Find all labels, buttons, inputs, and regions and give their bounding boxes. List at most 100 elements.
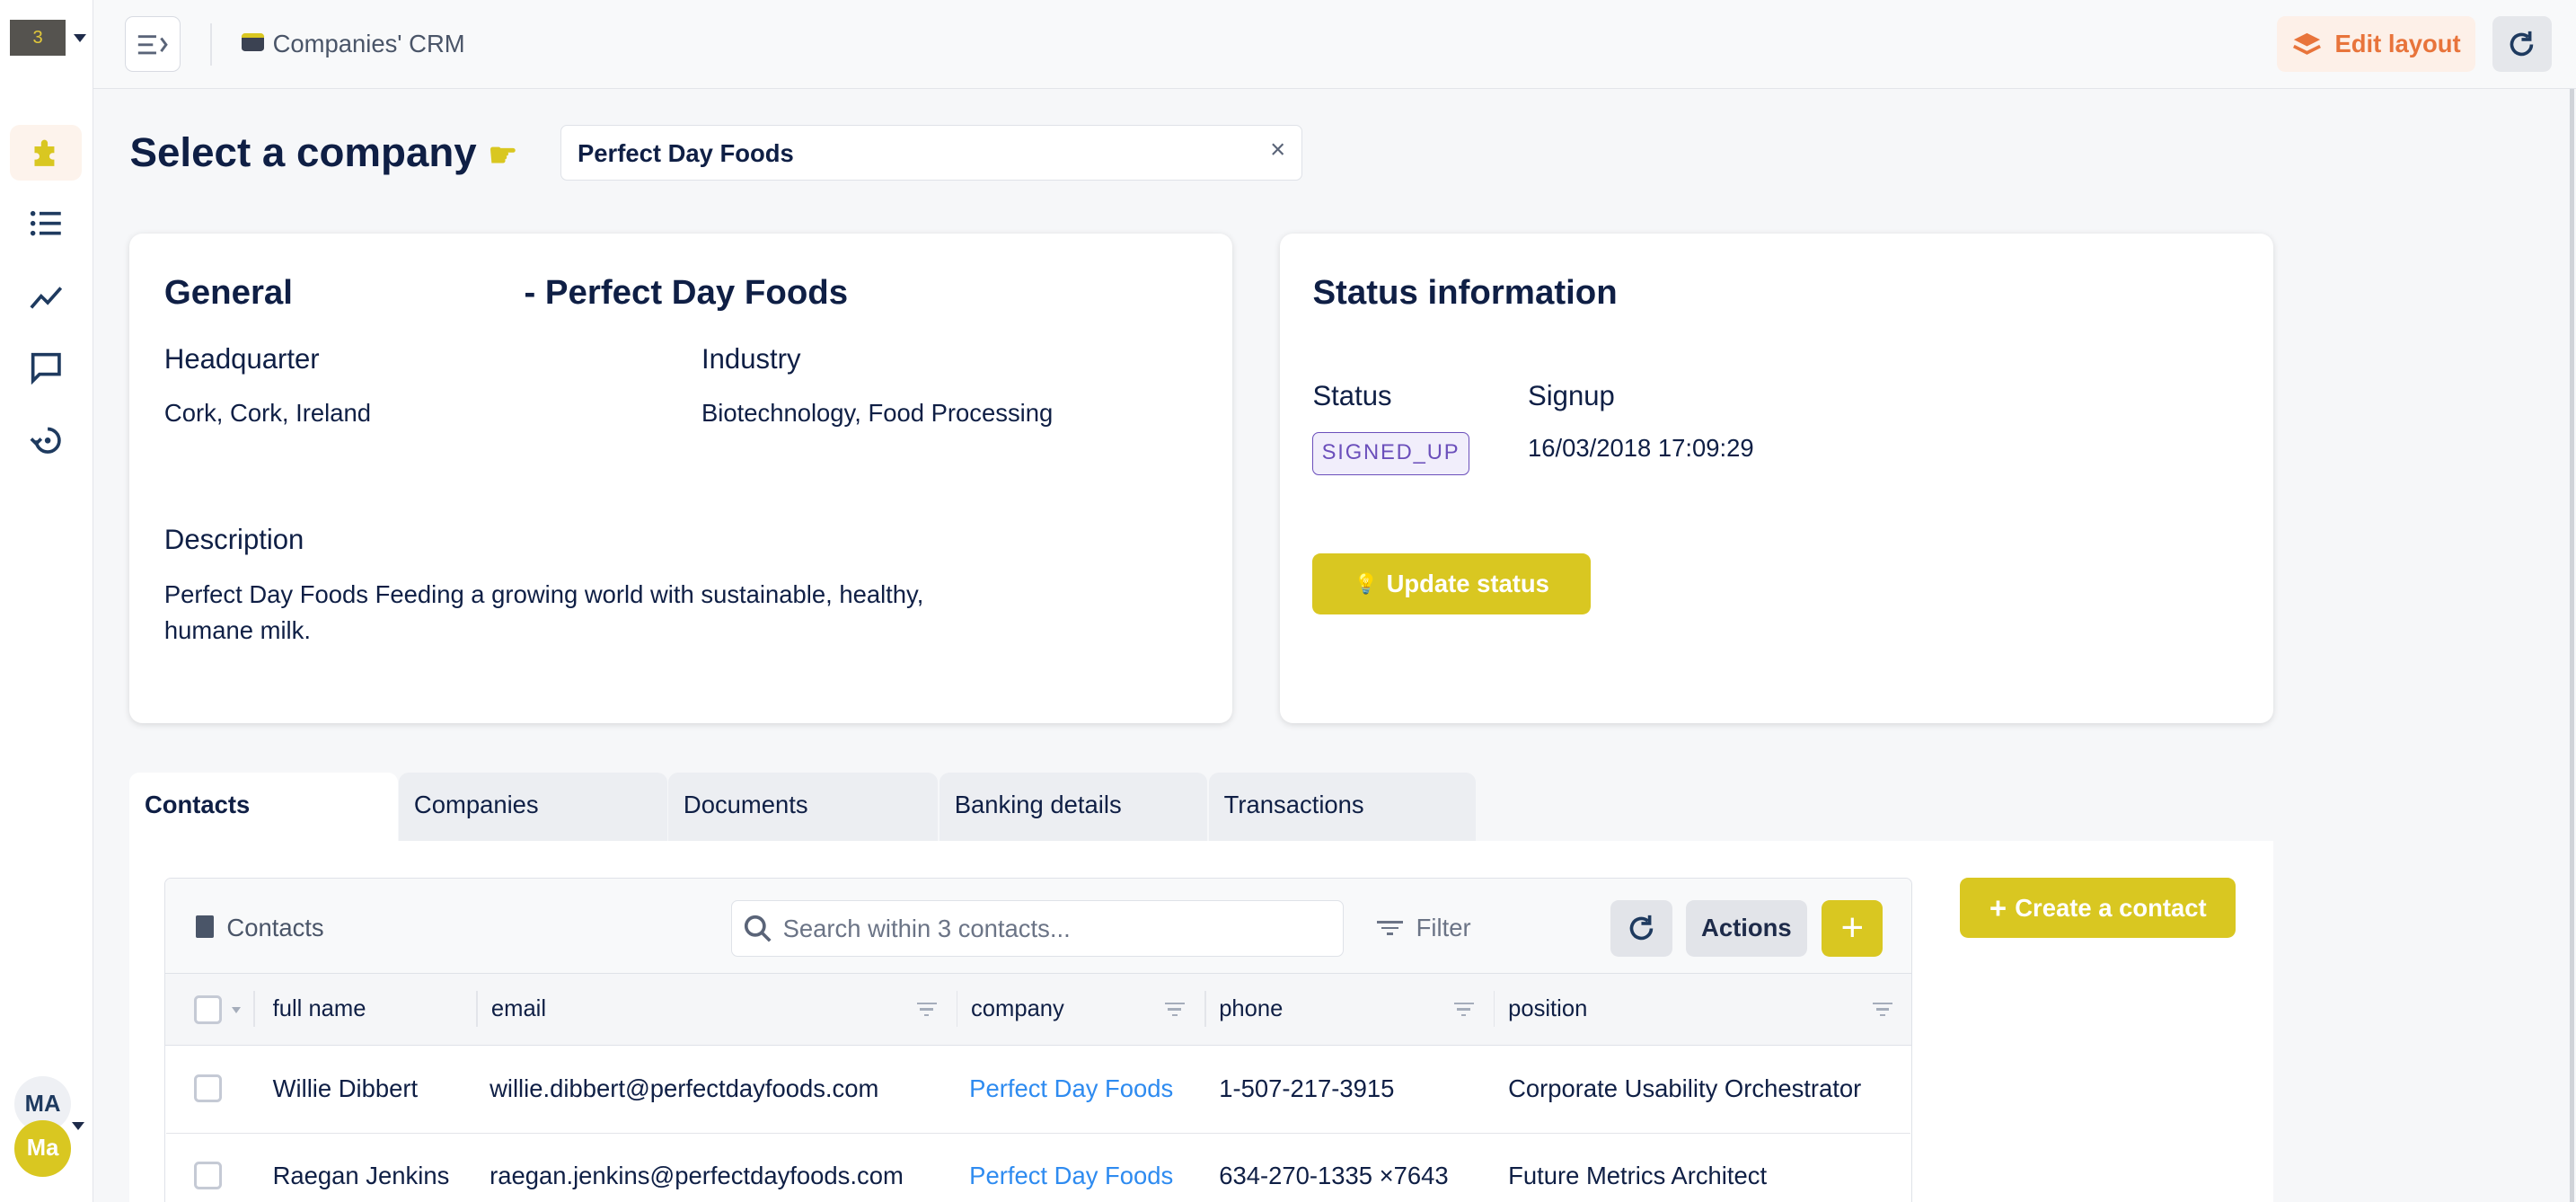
contacts-table-title: Contacts	[226, 913, 324, 941]
create-contact-label: Create a contact	[2015, 893, 2207, 922]
sidebar-item-comments[interactable]	[10, 340, 82, 396]
column-separator	[1204, 990, 1206, 1028]
chart-line-icon	[30, 286, 63, 309]
create-contact-button[interactable]: + Create a contact	[1960, 877, 2236, 939]
sidebar-item-analytics[interactable]	[10, 268, 82, 323]
table-row[interactable]: Raegan Jenkins raegan.jenkins@perfectday…	[166, 1134, 1911, 1202]
headquarter-label: Headquarter	[163, 343, 320, 376]
refresh-icon	[2510, 31, 2534, 57]
clear-icon[interactable]: ×	[1270, 135, 1286, 164]
tab-companies[interactable]: Companies	[399, 772, 667, 842]
column-separator	[1493, 990, 1495, 1028]
select-all-checkbox[interactable]	[193, 995, 222, 1024]
toggle-sidebar-button[interactable]	[125, 16, 181, 73]
cell-full-name: Raegan Jenkins	[272, 1162, 450, 1190]
table-row[interactable]: Willie Dibbert willie.dibbert@perfectday…	[165, 1045, 1911, 1135]
cell-email: raegan.jenkins@perfectdayfoods.com	[490, 1162, 904, 1190]
actions-button[interactable]: Actions	[1685, 900, 1807, 957]
cell-position: Future Metrics Architect	[1508, 1162, 1768, 1190]
filter-button[interactable]: Filter	[1376, 913, 1471, 942]
workspace-caret-icon[interactable]	[74, 34, 87, 43]
general-title: General	[163, 272, 293, 312]
description-value: Perfect Day Foods Feeding a growing worl…	[163, 580, 924, 645]
status-title: Status information	[1312, 272, 1618, 312]
puzzle-icon	[34, 139, 55, 166]
cell-company-link[interactable]: Perfect Day Foods	[969, 1162, 1174, 1190]
sidebar-item-extensions[interactable]	[9, 125, 83, 181]
column-header-phone[interactable]: phone	[1219, 995, 1284, 1021]
company-select-value: Perfect Day Foods	[578, 138, 794, 167]
column-separator	[956, 990, 958, 1028]
company-select[interactable]: Perfect Day Foods ×	[560, 125, 1303, 181]
tab-contacts[interactable]: Contacts	[129, 772, 398, 842]
column-separator	[476, 990, 479, 1028]
pointing-hand-icon: ☛	[488, 137, 518, 174]
table-refresh-button[interactable]	[1610, 900, 1673, 957]
workspace-logo[interactable]: 3	[9, 19, 66, 57]
plus-icon: +	[1840, 906, 1865, 950]
add-row-button[interactable]: +	[1822, 900, 1883, 957]
user-avatar[interactable]: Ma	[14, 1120, 71, 1177]
tab-banking-details[interactable]: Banking details	[940, 772, 1208, 842]
industry-label: Industry	[701, 343, 801, 376]
signup-value: 16/03/2018 17:09:29	[1528, 433, 1754, 462]
signup-label: Signup	[1528, 379, 1615, 411]
menu-expand-icon	[137, 34, 168, 54]
headquarter-value: Cork, Cork, Ireland	[163, 399, 372, 428]
address-book-icon	[195, 915, 214, 939]
app-title: Companies' CRM	[272, 29, 465, 57]
contacts-search-input[interactable]: Search within 3 contacts...	[730, 900, 1345, 957]
column-filter-icon[interactable]	[1873, 999, 1893, 1020]
row-checkbox[interactable]	[193, 1162, 222, 1190]
list-icon	[30, 211, 61, 236]
refresh-icon	[1629, 915, 1654, 941]
plus-icon: +	[1989, 890, 2007, 924]
description-label: Description	[163, 524, 304, 556]
chat-icon	[31, 353, 61, 384]
cell-company-link[interactable]: Perfect Day Foods	[969, 1074, 1174, 1103]
column-filter-icon[interactable]	[916, 999, 937, 1020]
general-company-name: - Perfect Day Foods	[524, 272, 849, 312]
column-header-company[interactable]: company	[970, 995, 1064, 1021]
cell-phone: 1-507-217-3915	[1219, 1074, 1395, 1103]
update-status-label: Update status	[1386, 570, 1549, 598]
column-header-position[interactable]: position	[1508, 995, 1588, 1021]
cell-phone: 634-270-1335 ×7643	[1219, 1162, 1449, 1190]
sidebar-item-list[interactable]	[10, 196, 82, 252]
history-icon	[30, 427, 61, 454]
page-title: Select a company ☛	[129, 129, 518, 176]
cell-email: willie.dibbert@perfectdayfoods.com	[490, 1074, 879, 1103]
industry-value: Biotechnology, Food Processing	[701, 399, 1054, 428]
sidebar: 3 MA Ma	[0, 0, 94, 1202]
scrollbar[interactable]	[2569, 88, 2575, 1202]
column-filter-icon[interactable]	[1453, 999, 1474, 1020]
update-status-button[interactable]: 💡 Update status	[1312, 553, 1591, 615]
tab-transactions[interactable]: Transactions	[1209, 772, 1476, 842]
general-card: General - Perfect Day Foods Headquarter …	[129, 233, 1232, 723]
edit-layout-button[interactable]: Edit layout	[2277, 16, 2476, 73]
table-header	[164, 973, 1912, 1047]
lightbulb-icon: 💡	[1354, 572, 1379, 596]
user-menu-caret-icon[interactable]	[72, 1122, 85, 1131]
column-header-email[interactable]: email	[490, 995, 547, 1021]
select-menu-caret-icon[interactable]	[231, 1007, 241, 1013]
refresh-button[interactable]	[2492, 16, 2552, 73]
search-placeholder: Search within 3 contacts...	[782, 914, 1071, 942]
cell-full-name: Willie Dibbert	[272, 1074, 419, 1103]
cell-position: Corporate Usability Orchestrator	[1508, 1074, 1862, 1103]
tab-documents[interactable]: Documents	[668, 772, 939, 842]
filter-label: Filter	[1416, 913, 1471, 941]
column-header-full-name[interactable]: full name	[272, 995, 366, 1021]
sidebar-item-history[interactable]	[10, 412, 82, 468]
search-icon	[744, 915, 772, 942]
edit-layout-label: Edit layout	[2334, 30, 2461, 58]
status-card: Status information Status SIGNED_UP Sign…	[1279, 233, 2274, 723]
topbar: Companies' CRM Edit layout	[93, 0, 2576, 89]
row-checkbox[interactable]	[193, 1074, 222, 1103]
status-badge: SIGNED_UP	[1312, 432, 1469, 475]
cash-register-icon	[241, 32, 265, 51]
divider	[210, 22, 212, 66]
column-filter-icon[interactable]	[1164, 999, 1185, 1020]
layers-icon	[2292, 32, 2321, 55]
filter-icon	[1376, 918, 1404, 939]
